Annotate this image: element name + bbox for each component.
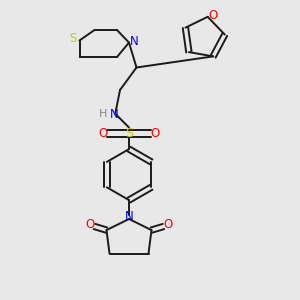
Text: N: N (130, 34, 139, 48)
Text: O: O (164, 218, 173, 231)
Text: S: S (69, 32, 76, 45)
Text: S: S (125, 127, 133, 140)
Text: O: O (151, 127, 160, 140)
Text: N: N (110, 107, 118, 121)
Text: O: O (208, 9, 218, 22)
Text: O: O (98, 127, 107, 140)
Text: O: O (85, 218, 94, 231)
Text: N: N (124, 210, 134, 224)
Text: H: H (99, 109, 108, 119)
